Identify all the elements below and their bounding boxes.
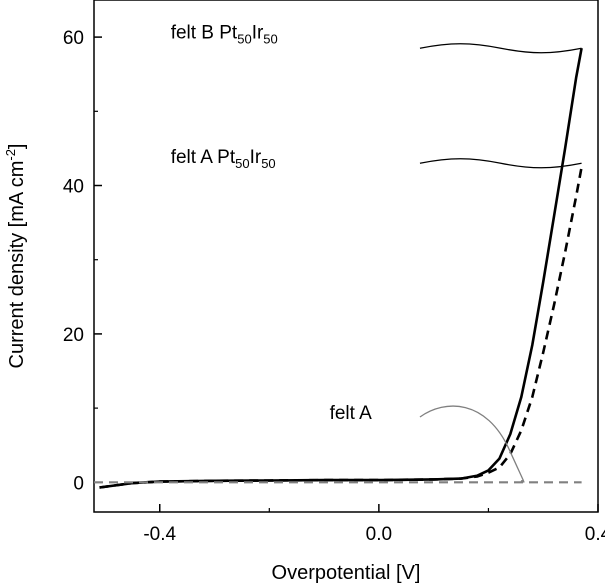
y-axis-label: Current density [mA cm-2] xyxy=(3,144,28,369)
y-tick-label: 0 xyxy=(73,473,84,494)
tick-labels: -0.4 0.0 0.4 0 20 40 60 xyxy=(63,28,605,545)
x-tick-label: 0.4 xyxy=(585,524,605,545)
y-tick-label: 40 xyxy=(63,177,84,198)
y-axis-label-end: ] xyxy=(6,144,28,150)
axis-ticks xyxy=(94,36,599,512)
annotation-layer: felt B Pt50Ir50 felt A Pt50Ir50 felt A xyxy=(171,23,582,483)
annotation-connector-2 xyxy=(419,158,582,169)
annotation-label-2: felt A Pt50Ir50 xyxy=(171,147,276,171)
annotation-connector-3 xyxy=(419,405,525,483)
y-tick-label: 60 xyxy=(63,28,84,49)
plot-frame xyxy=(93,0,599,513)
y-axis-label-main: Current density [mA cm xyxy=(6,161,28,369)
annotation-connector-1 xyxy=(419,43,582,54)
x-axis-label: Overpotential [V] xyxy=(272,562,421,584)
x-tick-label: 0.0 xyxy=(366,524,392,545)
annotation-label-1: felt B Pt50Ir50 xyxy=(171,23,278,47)
x-tick-label: -0.4 xyxy=(143,524,176,545)
series-line-2 xyxy=(99,166,583,489)
series-layer xyxy=(94,47,583,489)
y-tick-label: 20 xyxy=(63,325,84,346)
annotation-label-3: felt A xyxy=(330,403,373,424)
y-axis-label-sup: -2 xyxy=(3,149,18,161)
